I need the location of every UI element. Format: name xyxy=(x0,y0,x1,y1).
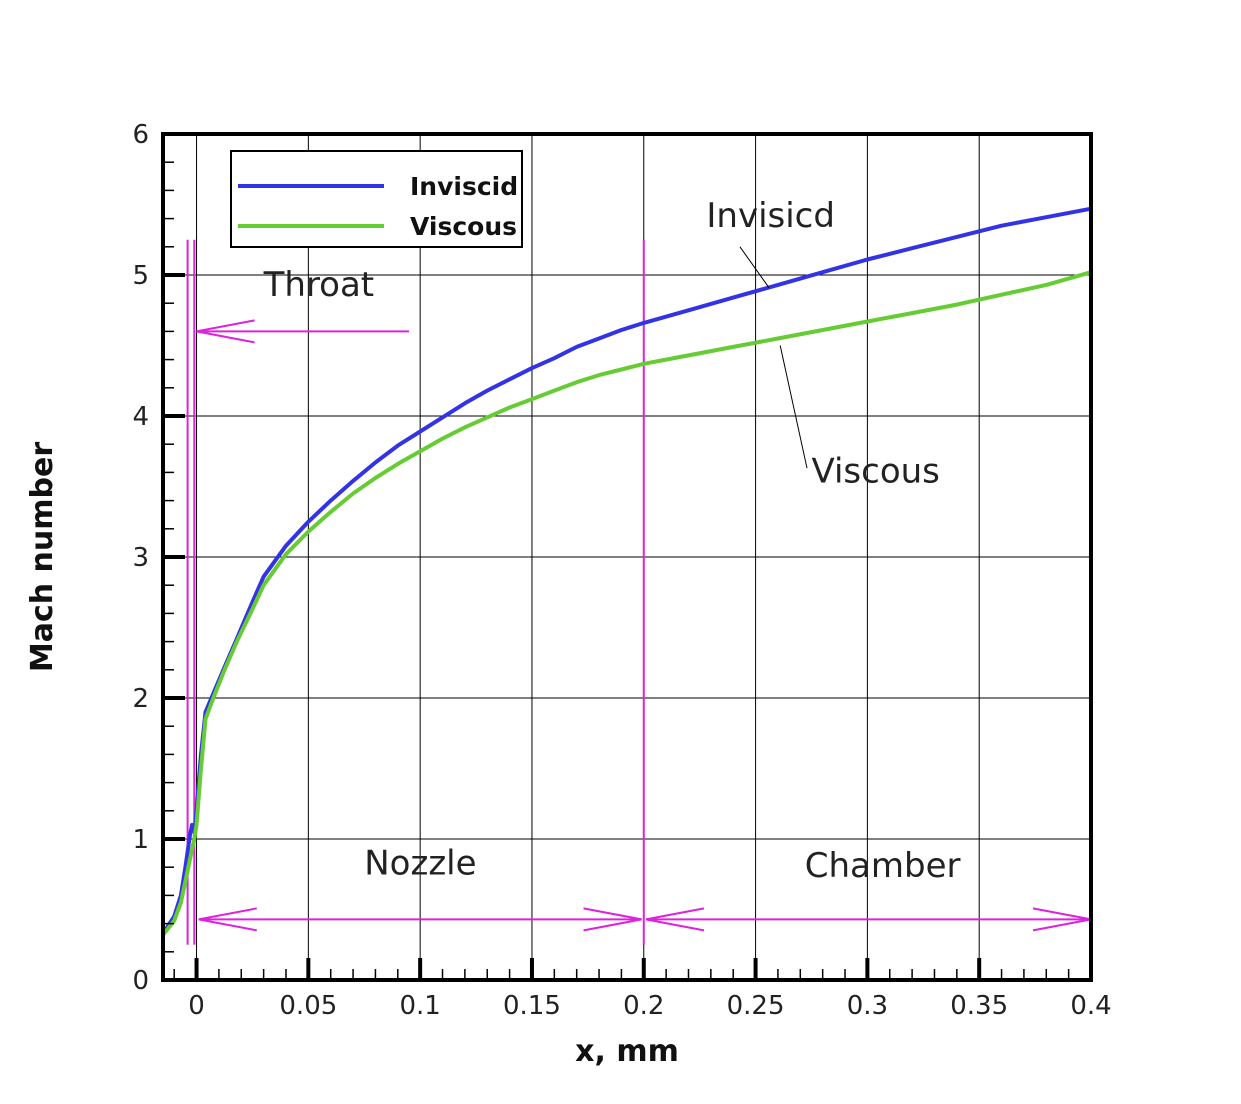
arrow-1 xyxy=(198,907,421,932)
annotations: Throat Nozzle Chamber Invisicd Viscous xyxy=(263,196,961,886)
y-tick-label-4: 4 xyxy=(132,402,149,432)
series-line-viscous xyxy=(161,270,1093,937)
y-tick-label-2: 2 xyxy=(132,684,149,714)
arrow-head-1 xyxy=(198,907,257,932)
legend-label-inviscid: Inviscid xyxy=(410,172,518,201)
legend-label-viscous: Viscous xyxy=(410,212,517,241)
x-tick-label-6: 0.3 xyxy=(847,991,888,1021)
annotation-viscous: Viscous xyxy=(811,451,939,491)
annotation-invisicd: Invisicd xyxy=(706,196,835,236)
y-tick-label-6: 6 xyxy=(132,120,149,150)
leader-lines xyxy=(739,246,808,469)
x-axis-title: x, mm xyxy=(575,1034,679,1069)
arrow-head-0 xyxy=(196,319,255,344)
arrow-2 xyxy=(420,907,642,932)
leader-line-0 xyxy=(739,246,770,288)
y-tick-label-5: 5 xyxy=(132,261,149,291)
x-tick-label-0: 0 xyxy=(188,991,205,1021)
y-tick-label-1: 1 xyxy=(132,825,149,855)
leader-line-1 xyxy=(779,345,808,469)
arrows-layer xyxy=(196,319,1092,932)
x-tick-label-5: 0.25 xyxy=(727,991,785,1021)
arrow-0 xyxy=(196,319,409,344)
legend: Inviscid Viscous xyxy=(230,150,523,248)
annotation-throat: Throat xyxy=(263,265,375,305)
x-tick-label-3: 0.15 xyxy=(503,991,561,1021)
x-tick-label-8: 0.4 xyxy=(1070,991,1111,1021)
tick-labels: 0 0.05 0.1 0.15 0.2 0.25 0.3 0.35 0.4 0 1 2 3 4 5 6 xyxy=(132,120,1111,1021)
arrow-head-2 xyxy=(583,907,642,932)
arrow-3 xyxy=(645,907,868,932)
axis-ticks xyxy=(163,132,1093,982)
y-axis-title: Mach number xyxy=(25,442,60,672)
annotation-nozzle: Nozzle xyxy=(364,843,476,883)
x-tick-label-7: 0.35 xyxy=(950,991,1008,1021)
series-layer xyxy=(161,206,1093,937)
series-line-inviscid xyxy=(161,206,1093,936)
legend-box xyxy=(230,150,523,248)
annotation-chamber: Chamber xyxy=(805,846,961,886)
x-tick-label-2: 0.1 xyxy=(399,991,440,1021)
x-tick-label-4: 0.2 xyxy=(623,991,664,1021)
arrow-head-3 xyxy=(645,907,705,932)
y-tick-label-0: 0 xyxy=(132,966,149,996)
y-tick-label-3: 3 xyxy=(132,543,149,573)
x-tick-label-1: 0.05 xyxy=(279,991,337,1021)
